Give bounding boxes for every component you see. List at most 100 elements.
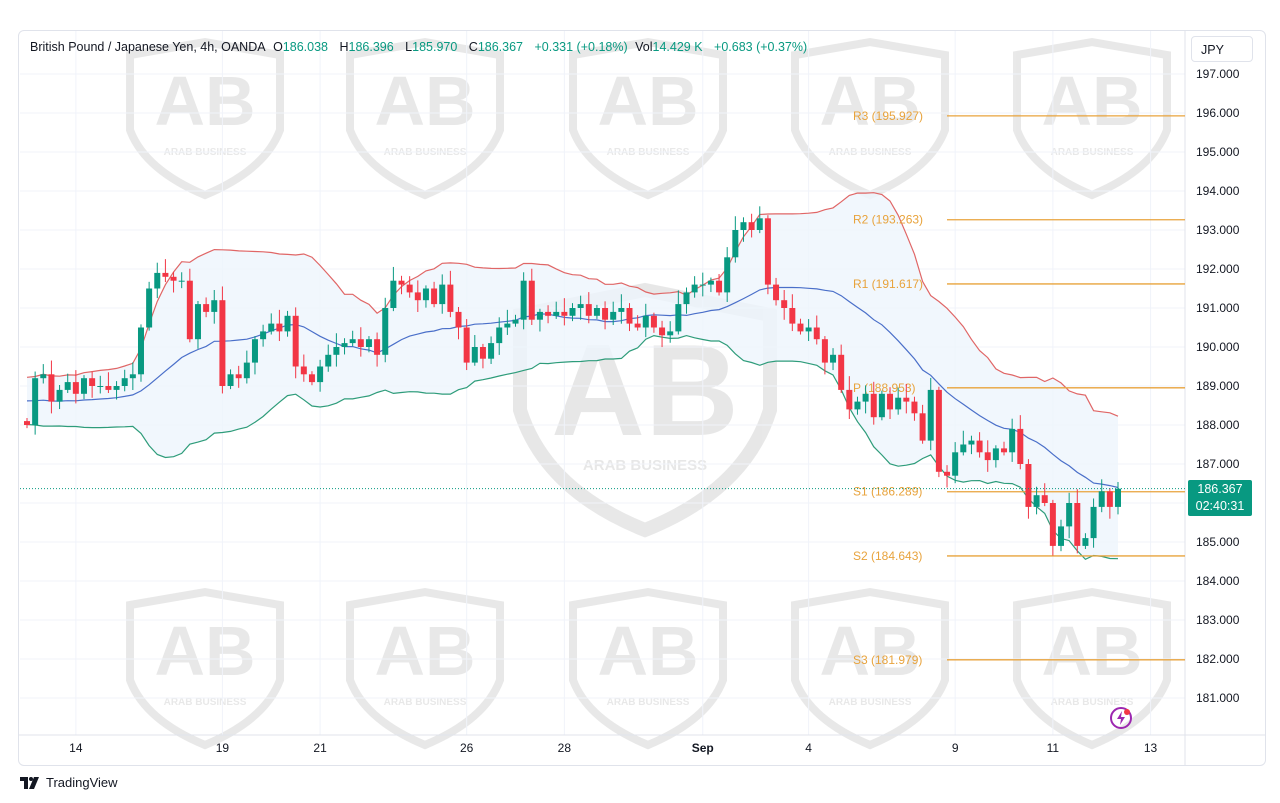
candle-body <box>895 397 902 410</box>
candle-body <box>602 308 609 320</box>
candle <box>105 372 112 394</box>
candle-body <box>724 257 731 293</box>
candle-body <box>976 440 983 453</box>
close-label: C <box>468 40 478 54</box>
candle-body <box>463 327 470 363</box>
candle-body <box>569 308 576 316</box>
candle-body <box>862 393 869 402</box>
candle-body <box>1098 491 1105 507</box>
candle <box>707 277 714 293</box>
candle-body <box>349 339 356 344</box>
candle <box>64 373 71 394</box>
candle-body <box>789 308 796 324</box>
candle <box>137 324 144 382</box>
watermark-text: AB <box>1041 612 1142 690</box>
candle <box>162 259 169 283</box>
candle-body <box>105 386 112 390</box>
candle-body <box>325 354 332 367</box>
candle-body <box>610 311 617 320</box>
watermark-shield <box>346 37 504 200</box>
candle-body <box>186 280 193 340</box>
candle <box>276 309 283 342</box>
candle <box>146 281 153 331</box>
candle-body <box>1033 495 1040 507</box>
candle <box>675 290 682 335</box>
candle-body <box>935 389 942 472</box>
candle <box>724 247 731 303</box>
low-label: L <box>405 40 413 54</box>
y-tick-label: 187.000 <box>1196 457 1240 471</box>
candle <box>781 289 788 320</box>
candle <box>406 276 413 298</box>
candle-body <box>675 304 682 332</box>
candle-body <box>146 288 153 328</box>
candle-body <box>553 311 560 316</box>
candle <box>48 360 55 414</box>
pivot-label: R3 (195.927) <box>853 109 923 123</box>
candle <box>1106 488 1113 519</box>
currency-button[interactable]: JPY <box>1191 36 1253 62</box>
candle <box>862 385 869 414</box>
candle <box>455 307 462 340</box>
high-value: 186.396 <box>348 40 394 54</box>
candle-body <box>561 311 568 316</box>
y-tick-label: 194.000 <box>1196 184 1240 198</box>
candle <box>80 375 87 400</box>
candle-body <box>390 280 397 308</box>
chart-legend: British Pound / Japanese Yen, 4h, OANDA … <box>30 40 811 54</box>
candle <box>292 307 299 379</box>
candle <box>740 217 747 242</box>
candle <box>1074 489 1081 554</box>
candle <box>178 272 185 289</box>
candle-body <box>300 366 307 375</box>
symbol-title[interactable]: British Pound / Japanese Yen, 4h, OANDA <box>30 40 266 54</box>
change-value: +0.331 (+0.18%) <box>534 40 628 54</box>
candle-body <box>398 280 405 285</box>
candle-body <box>496 327 503 344</box>
candle-body <box>667 331 674 336</box>
candle <box>1033 486 1040 515</box>
candle <box>887 387 894 420</box>
candle <box>479 343 486 369</box>
x-tick-label: 13 <box>1144 741 1158 755</box>
candle <box>56 385 63 410</box>
candle <box>683 287 690 314</box>
watermark-text: AB <box>1041 62 1142 140</box>
candle <box>422 285 429 308</box>
candle <box>577 295 584 320</box>
watermark-shield <box>513 282 777 538</box>
candle-body <box>642 315 649 328</box>
candle-body <box>545 311 552 316</box>
candle <box>325 344 332 372</box>
candle-body <box>650 315 657 328</box>
open-value: 186.038 <box>282 40 328 54</box>
candle <box>1017 415 1024 470</box>
y-tick-label: 197.000 <box>1196 67 1240 81</box>
watermark-shield <box>126 37 284 200</box>
candle-body <box>162 272 169 277</box>
candle <box>219 286 226 394</box>
candle-body <box>431 288 438 305</box>
pivot-label: S3 (181.979) <box>853 653 922 667</box>
pivot-label: S1 (186.289) <box>853 485 922 499</box>
candle-body <box>968 440 975 445</box>
candle-body <box>203 304 210 312</box>
candle-body <box>683 292 690 305</box>
candle <box>813 315 820 345</box>
candle-body <box>243 362 250 379</box>
candle <box>227 369 234 390</box>
candle <box>463 319 470 371</box>
candle-body <box>357 339 364 347</box>
candle <box>504 309 511 335</box>
lightning-icon[interactable] <box>1109 706 1133 730</box>
pivot-label: S2 (184.643) <box>853 549 922 563</box>
tradingview-logo[interactable]: TradingView <box>20 775 118 790</box>
candle-body <box>585 304 592 316</box>
candle-body <box>707 280 714 285</box>
candle <box>593 304 600 319</box>
x-tick-label: 19 <box>216 741 230 755</box>
candle <box>1041 483 1048 507</box>
